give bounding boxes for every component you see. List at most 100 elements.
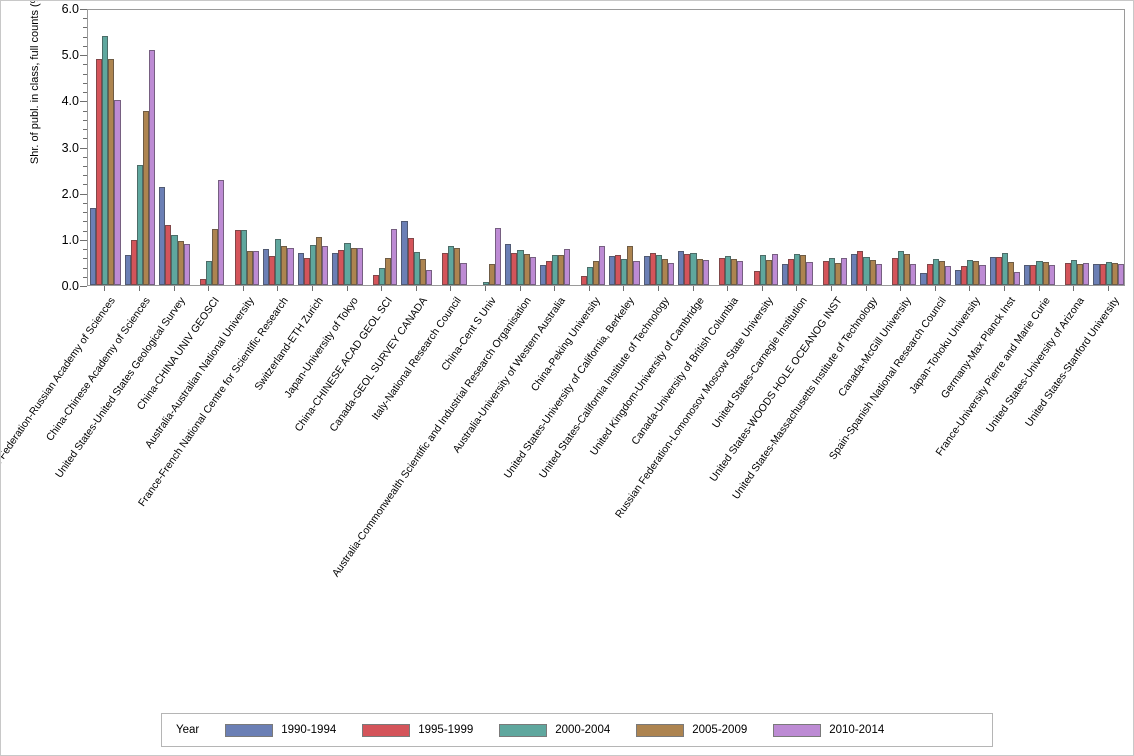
bar[interactable] xyxy=(165,225,172,285)
bar[interactable] xyxy=(904,254,911,285)
bar[interactable] xyxy=(794,254,801,285)
bar[interactable] xyxy=(281,245,288,285)
bar[interactable] xyxy=(863,256,870,285)
bar[interactable] xyxy=(332,252,339,285)
bar[interactable] xyxy=(552,255,559,285)
bar[interactable] xyxy=(564,249,571,285)
bar[interactable] xyxy=(391,229,398,285)
bar[interactable] xyxy=(149,50,156,285)
bar[interactable] xyxy=(159,187,166,285)
bar[interactable] xyxy=(1117,264,1124,285)
bar[interactable] xyxy=(782,263,789,285)
bar[interactable] xyxy=(788,258,795,285)
bar[interactable] xyxy=(800,255,807,285)
bar[interactable] xyxy=(771,254,778,285)
bar[interactable] xyxy=(303,257,310,285)
bar[interactable] xyxy=(212,229,219,285)
bar[interactable] xyxy=(442,252,449,285)
bar[interactable] xyxy=(1093,263,1100,285)
bar[interactable] xyxy=(90,207,97,285)
bar[interactable] xyxy=(199,279,207,285)
bar[interactable] xyxy=(737,261,744,285)
bar[interactable] xyxy=(102,35,109,285)
bar[interactable] xyxy=(753,270,760,285)
bar[interactable] xyxy=(684,254,691,285)
bar[interactable] xyxy=(539,264,546,285)
bar[interactable] xyxy=(246,251,253,285)
bar[interactable] xyxy=(718,257,726,285)
bar[interactable] xyxy=(938,261,945,285)
bar[interactable] xyxy=(910,263,917,285)
bar[interactable] xyxy=(1042,261,1049,285)
bar[interactable] xyxy=(615,254,622,285)
bar[interactable] xyxy=(702,259,709,285)
bar[interactable] xyxy=(252,251,259,285)
bar[interactable] xyxy=(891,257,899,285)
bar[interactable] xyxy=(920,273,927,285)
legend-entry[interactable]: 1995-1999 xyxy=(362,723,473,737)
bar[interactable] xyxy=(731,259,738,285)
bar[interactable] xyxy=(218,179,225,285)
bar[interactable] xyxy=(649,252,656,285)
bar[interactable] xyxy=(309,245,316,285)
bar[interactable] xyxy=(696,258,703,285)
bar[interactable] xyxy=(183,243,190,285)
bar[interactable] xyxy=(678,251,685,285)
bar[interactable] xyxy=(1036,261,1043,285)
bar[interactable] xyxy=(240,230,247,285)
bar[interactable] xyxy=(1099,263,1106,285)
bar[interactable] xyxy=(287,247,294,285)
bar[interactable] xyxy=(643,255,650,285)
bar[interactable] xyxy=(989,256,996,285)
bar[interactable] xyxy=(425,269,432,285)
bar[interactable] xyxy=(401,220,408,285)
legend-entry[interactable]: 2000-2004 xyxy=(499,723,610,737)
bar[interactable] xyxy=(407,237,414,285)
bar[interactable] xyxy=(875,264,882,285)
bar[interactable] xyxy=(1064,262,1072,285)
bar[interactable] xyxy=(1105,262,1112,285)
bar[interactable] xyxy=(1007,262,1015,285)
bar[interactable] xyxy=(609,256,616,285)
bar[interactable] xyxy=(379,268,386,285)
bar[interactable] xyxy=(454,248,461,285)
bar[interactable] xyxy=(979,265,986,285)
bar[interactable] xyxy=(592,261,599,285)
bar[interactable] xyxy=(448,246,455,285)
bar[interactable] xyxy=(505,244,512,285)
bar[interactable] xyxy=(413,251,420,285)
bar[interactable] xyxy=(841,258,848,285)
bar[interactable] xyxy=(344,243,351,285)
bar[interactable] xyxy=(356,248,363,285)
bar[interactable] xyxy=(523,254,530,285)
bar[interactable] xyxy=(1014,271,1021,285)
bar[interactable] xyxy=(385,258,392,285)
bar[interactable] xyxy=(558,255,565,285)
bar[interactable] xyxy=(350,248,357,285)
bar[interactable] xyxy=(322,245,329,285)
bar[interactable] xyxy=(495,228,502,285)
bar[interactable] xyxy=(1048,264,1055,285)
bar[interactable] xyxy=(1083,263,1090,285)
bar[interactable] xyxy=(857,251,864,285)
bar[interactable] xyxy=(725,256,732,285)
bar[interactable] xyxy=(275,238,282,285)
bar[interactable] xyxy=(898,251,905,285)
bar[interactable] xyxy=(1030,265,1037,285)
bar[interactable] xyxy=(372,274,380,285)
bar[interactable] xyxy=(114,100,121,285)
bar[interactable] xyxy=(171,234,178,285)
bar[interactable] xyxy=(96,58,103,285)
bar[interactable] xyxy=(545,261,553,285)
bar[interactable] xyxy=(973,261,980,285)
bar[interactable] xyxy=(511,253,518,285)
bar[interactable] xyxy=(529,256,536,285)
bar[interactable] xyxy=(136,165,143,285)
bar[interactable] xyxy=(338,250,345,285)
bar[interactable] xyxy=(517,250,524,285)
bar[interactable] xyxy=(315,236,323,285)
bar[interactable] xyxy=(995,256,1002,285)
bar[interactable] xyxy=(108,59,115,285)
bar[interactable] xyxy=(955,269,962,285)
bar[interactable] xyxy=(234,229,241,285)
